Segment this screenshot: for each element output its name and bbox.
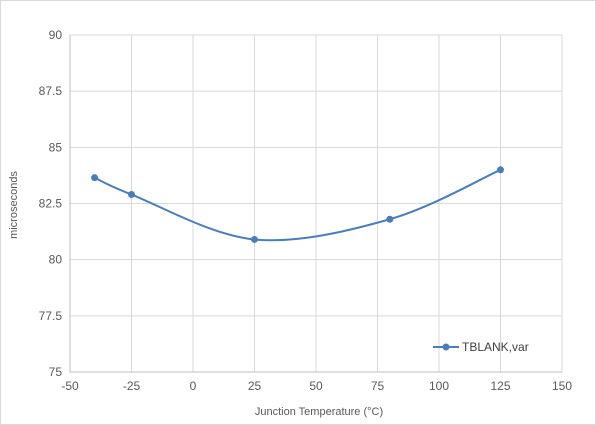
y-tick-label: 90	[49, 28, 63, 42]
y-tick-label: 82.5	[39, 197, 63, 211]
y-tick-label: 75	[49, 365, 63, 379]
x-tick-label: 50	[309, 379, 323, 393]
legend: TBLANK,var	[433, 340, 529, 354]
x-tick-label: 0	[190, 379, 197, 393]
data-point	[128, 191, 135, 199]
y-tick-label: 80	[49, 253, 63, 267]
x-tick-label: -50	[61, 379, 79, 393]
x-tick-label: 100	[429, 379, 449, 393]
data-point	[386, 215, 394, 223]
data-point	[91, 174, 99, 182]
data-point	[497, 166, 504, 174]
x-tick-label: 25	[248, 379, 262, 393]
y-tick-label: 85	[49, 140, 63, 154]
x-tick-label: 75	[371, 379, 385, 393]
y-tick-label: 87.5	[39, 84, 63, 98]
series-layer	[91, 166, 504, 243]
series-line	[94, 168, 501, 242]
data-point	[251, 235, 258, 243]
x-tick-label: -25	[123, 379, 141, 393]
x-axis-title: Junction Temperature (°C)	[255, 406, 383, 418]
y-tick-label: 77.5	[39, 309, 63, 323]
x-tick-label: 150	[552, 379, 572, 393]
x-tick-label: 125	[490, 379, 510, 393]
tick-labels: -50 -25 0 25 50 75 100 125 150 75 77.5 80 82.5 85 87.5…	[39, 28, 573, 393]
axes	[69, 35, 562, 373]
legend-marker-swatch	[442, 343, 450, 351]
y-axis-title: microseconds	[8, 171, 20, 239]
legend-label: TBLANK,var	[462, 340, 529, 354]
gridlines	[69, 34, 563, 373]
